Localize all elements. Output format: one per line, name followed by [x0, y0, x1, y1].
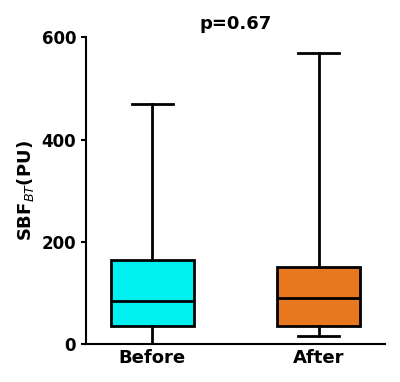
- PathPatch shape: [277, 267, 360, 326]
- Y-axis label: SBF$_{BT}$(PU): SBF$_{BT}$(PU): [15, 140, 36, 241]
- Title: p=0.67: p=0.67: [199, 15, 272, 33]
- PathPatch shape: [111, 260, 194, 326]
